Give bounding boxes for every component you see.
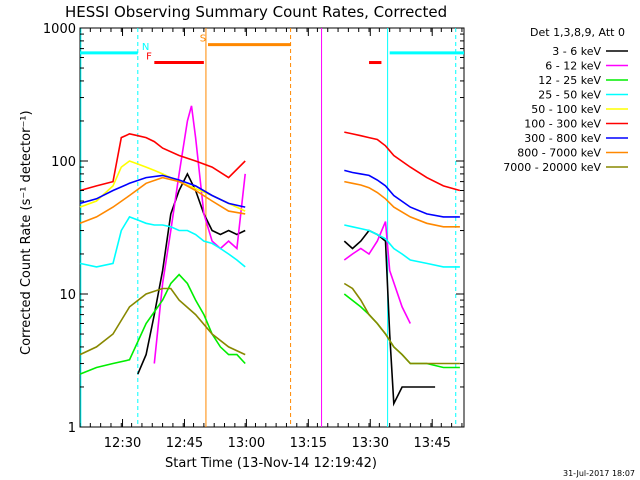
y-axis-label: Corrected Count Rate (s⁻¹ detector⁻¹) (19, 110, 34, 355)
axis-ticks: 12:30 12:45 13:00 13:15 13:30 13:45 1 10 100 1000 (43, 22, 464, 451)
series-800-7000-kev-seg-0 (79, 176, 246, 225)
footer-date: 31-Jul-2017 18:07 (563, 469, 635, 478)
x-tick-label-13-45: 13:45 (413, 436, 450, 451)
series-7000-20000-kev-seg-1 (343, 282, 460, 365)
legend-label-6-12-kev: 6 - 12 keV (545, 60, 601, 73)
series-300-800-kev-seg-0 (79, 174, 246, 208)
series-300-800-kev-seg-1 (344, 169, 460, 218)
series-50-100-kev-seg-0 (79, 160, 246, 212)
legend-label-12-25-kev: 12 - 25 keV (538, 74, 601, 87)
chart-title: HESSI Observing Summary Count Rates, Cor… (65, 3, 447, 21)
series-100-300-kev-seg-0 (79, 133, 246, 192)
series-7000-20000-kev-seg-0 (79, 287, 246, 356)
legend-label-50-100-kev: 50 - 100 keV (531, 103, 601, 116)
series-3-6-kev-seg-0 (137, 172, 246, 375)
legend-label-800-7000-kev: 800 - 7000 keV (517, 147, 601, 160)
flag-label-s: S (200, 34, 206, 45)
legend-label-7000-20000-kev: 7000 - 20000 keV (503, 161, 601, 174)
y-tick-label-10: 10 (59, 288, 76, 303)
series-3-6-kev-seg-1 (343, 229, 436, 407)
x-tick-label-13-00: 13:00 (228, 436, 265, 451)
series-25-50-kev-seg-1 (344, 224, 460, 268)
y-tick-label-1: 1 (68, 421, 76, 436)
y-tick-label-1000: 1000 (43, 22, 76, 37)
legend-label-3-6-kev: 3 - 6 keV (552, 45, 601, 58)
series-6-12-kev-seg-0 (153, 105, 246, 364)
legend-title: Det 1,3,8,9, Att 0 (530, 26, 625, 39)
legend: Det 1,3,8,9, Att 0 3 - 6 keV 6 - 12 keV12… (503, 26, 628, 174)
legend-label-100-300-kev: 100 - 300 keV (524, 118, 601, 131)
plot-overlays (80, 28, 457, 427)
y-tick-label-100: 100 (51, 155, 76, 170)
legend-label-25-50-kev: 25 - 50 keV (538, 89, 601, 102)
plot-frame (79, 27, 465, 428)
series-12-25-kev-seg-0 (79, 273, 246, 375)
x-tick-label-12-45: 12:45 (166, 436, 203, 451)
x-tick-label-12-30: 12:30 (104, 436, 141, 451)
series-25-50-kev-seg-0 (79, 215, 246, 268)
x-tick-label-13-30: 13:30 (352, 436, 389, 451)
series-100-300-kev-seg-1 (344, 131, 461, 192)
status-flags: NF S (80, 34, 464, 65)
legend-label-300-800-kev: 300 - 800 keV (524, 132, 601, 145)
series-6-12-kev-seg-1 (343, 221, 412, 324)
x-tick-label-13-15: 13:15 (290, 436, 327, 451)
series-800-7000-kev-seg-1 (344, 180, 460, 228)
x-axis-label: Start Time (13-Nov-14 12:19:42) (165, 456, 377, 471)
flag-label-f: F (146, 52, 152, 63)
flag-label-n: N (142, 42, 149, 53)
series-lines (79, 105, 461, 407)
